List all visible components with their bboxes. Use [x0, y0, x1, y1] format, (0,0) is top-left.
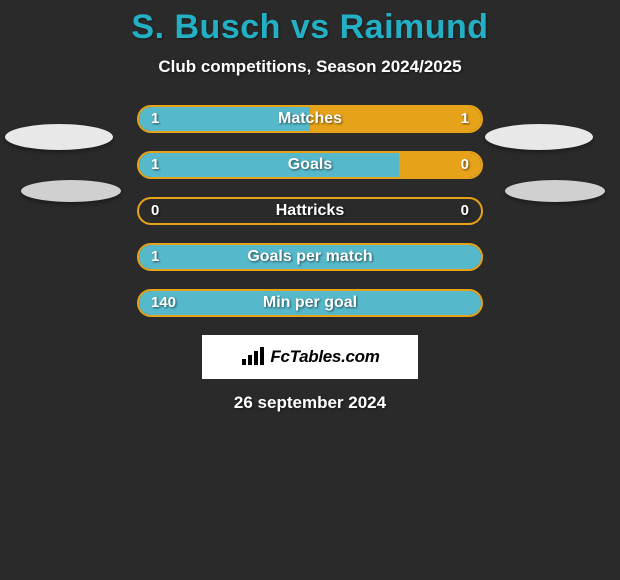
subtitle: Club competitions, Season 2024/2025 — [0, 57, 620, 77]
stat-label: Matches — [139, 107, 481, 131]
stat-row-goals-per-match: 1 Goals per match — [137, 243, 483, 271]
stats-chart: 1 Matches 1 1 Goals 0 0 Hattricks 0 1 Go… — [0, 105, 620, 317]
comparison-widget: S. Busch vs Raimund Club competitions, S… — [0, 0, 620, 580]
stat-row-matches: 1 Matches 1 — [137, 105, 483, 133]
bars-icon — [240, 347, 266, 367]
page-title: S. Busch vs Raimund — [0, 0, 620, 47]
stat-value-right: 0 — [461, 199, 469, 223]
fctables-logo: FcTables.com — [202, 335, 418, 379]
stat-label: Hattricks — [139, 199, 481, 223]
stat-label: Goals — [139, 153, 481, 177]
stat-value-right: 0 — [461, 153, 469, 177]
stat-row-hattricks: 0 Hattricks 0 — [137, 197, 483, 225]
logo-text: FcTables.com — [270, 347, 379, 367]
stat-label: Goals per match — [139, 245, 481, 269]
date-text: 26 september 2024 — [0, 393, 620, 413]
stat-label: Min per goal — [139, 291, 481, 315]
stat-value-right: 1 — [461, 107, 469, 131]
stat-row-min-per-goal: 140 Min per goal — [137, 289, 483, 317]
stat-row-goals: 1 Goals 0 — [137, 151, 483, 179]
